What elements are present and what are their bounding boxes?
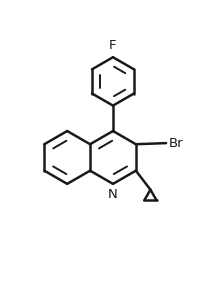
Text: Br: Br [168, 137, 183, 149]
Text: F: F [109, 39, 117, 52]
Text: N: N [108, 188, 118, 201]
